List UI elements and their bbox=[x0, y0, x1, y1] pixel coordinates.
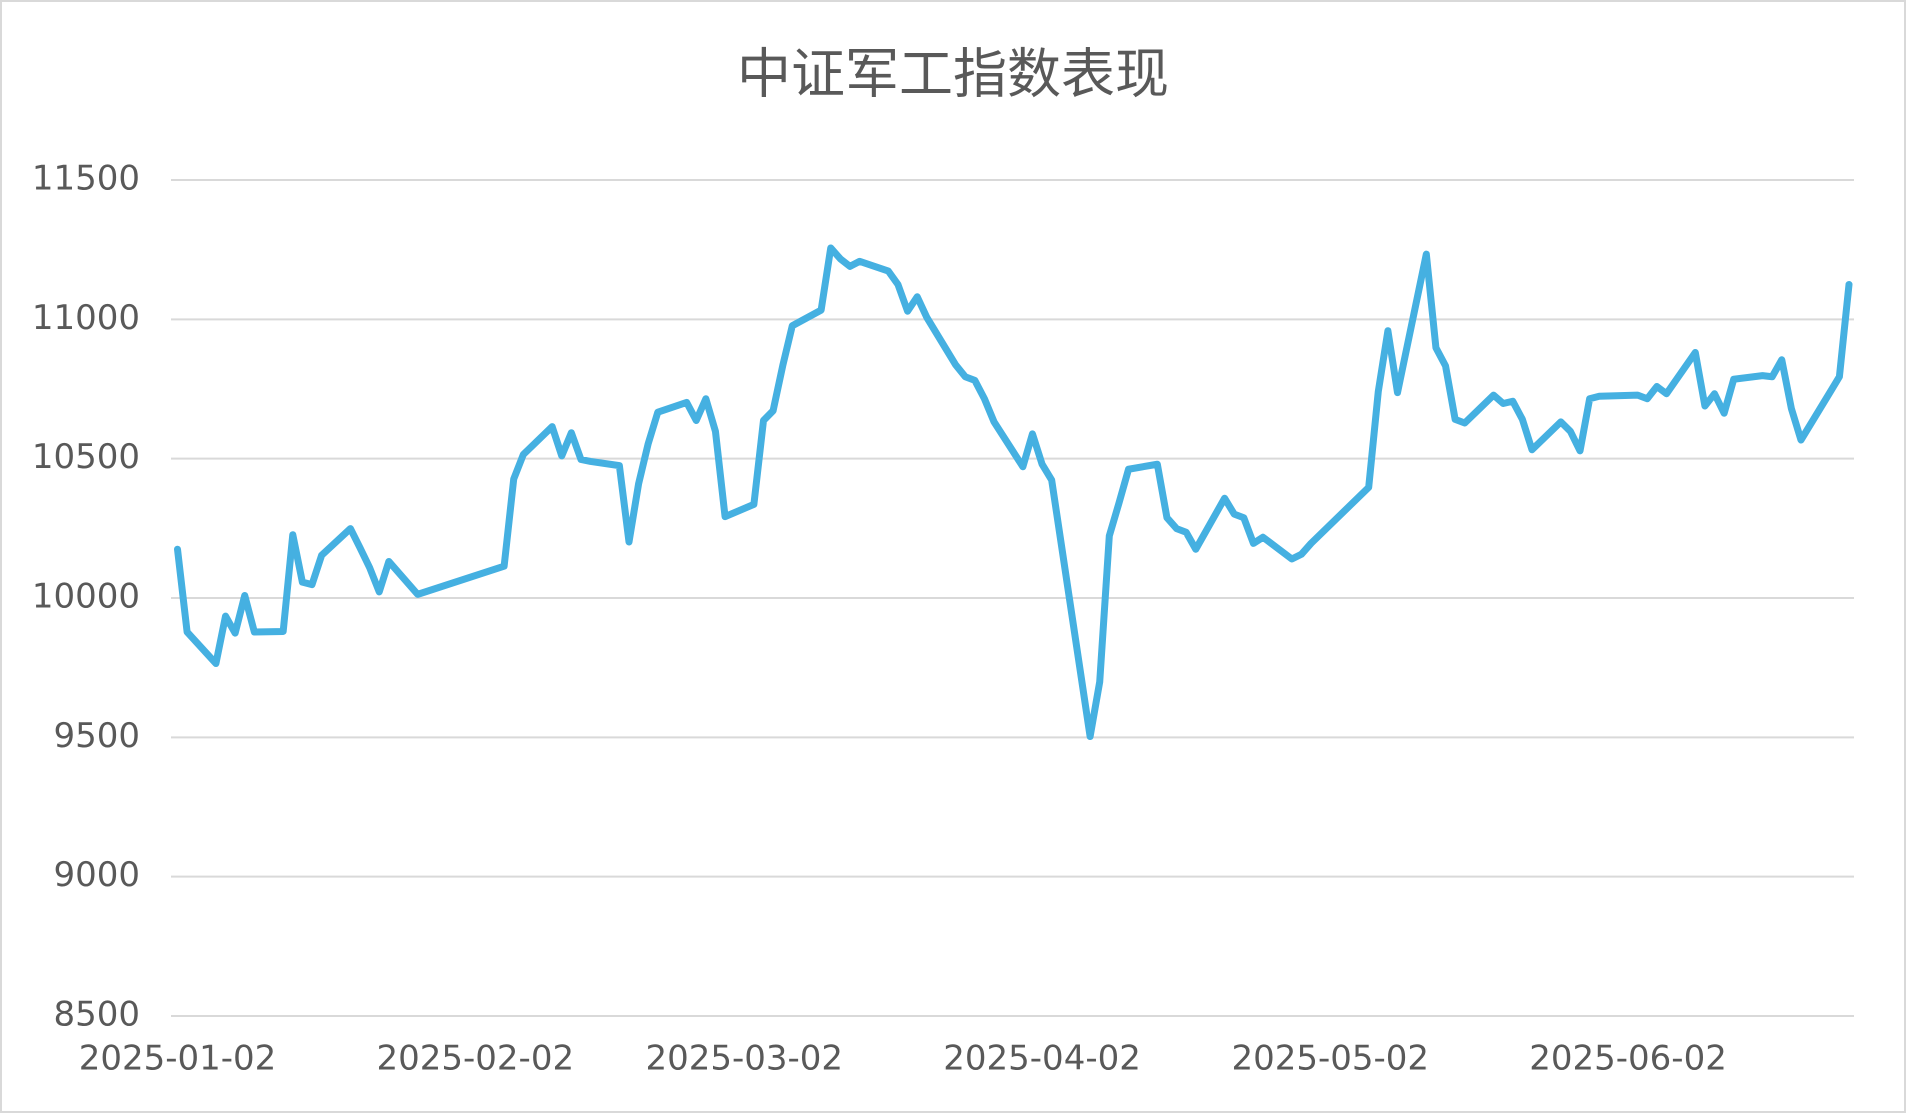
chart-title: 中证军工指数表现 bbox=[737, 43, 1169, 106]
x-tick-label: 2025-04-02 bbox=[943, 1039, 1141, 1079]
x-tick-label: 2025-01-02 bbox=[79, 1039, 277, 1079]
y-tick-label: 11500 bbox=[32, 159, 140, 199]
y-tick-label: 8500 bbox=[53, 995, 140, 1035]
y-tick-label: 11000 bbox=[32, 298, 140, 338]
y-tick-label: 10500 bbox=[32, 437, 140, 477]
data-line bbox=[174, 244, 1853, 740]
x-tick-label: 2025-05-02 bbox=[1231, 1039, 1429, 1079]
x-tick-label: 2025-03-02 bbox=[645, 1039, 843, 1079]
y-tick-label: 9000 bbox=[53, 855, 140, 895]
y-tick-label: 10000 bbox=[32, 577, 140, 617]
x-tick-label: 2025-06-02 bbox=[1529, 1039, 1727, 1079]
y-tick-label: 9500 bbox=[53, 716, 140, 756]
x-tick-label: 2025-02-02 bbox=[376, 1039, 574, 1079]
